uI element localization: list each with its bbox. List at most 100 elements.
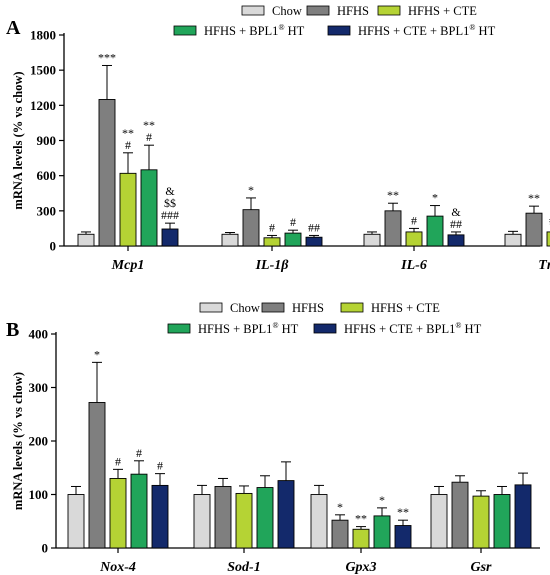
bar	[310, 494, 328, 549]
significance-label: **	[387, 188, 399, 202]
legend-swatch	[327, 25, 351, 36]
significance-label: **	[143, 118, 155, 132]
panel-a: A Chow HFHS HFHS + CTE HFHS + BPL1® HT HFHS +…	[6, 4, 550, 273]
x-tick-label: Nox-4	[99, 560, 136, 575]
significance-label: #	[157, 459, 163, 473]
bar	[67, 494, 85, 549]
bar	[426, 215, 444, 247]
y-tick-label: 900	[37, 133, 57, 148]
y-tick-label: 1800	[30, 28, 56, 43]
bar	[447, 234, 465, 247]
bar	[263, 237, 281, 247]
significance-label: ###	[161, 208, 179, 222]
significance-label: *	[337, 500, 343, 514]
bar	[405, 231, 423, 247]
bar	[373, 515, 391, 549]
legend-label: Chow	[272, 4, 302, 18]
significance-label: #	[146, 130, 152, 144]
significance-label: #	[136, 446, 142, 460]
bar	[193, 494, 211, 549]
significance-label: #	[411, 213, 417, 227]
bar	[161, 228, 179, 247]
x-tick-label: Gsr	[470, 560, 492, 575]
legend-swatch	[377, 5, 401, 16]
y-tick-label: 1500	[30, 63, 56, 78]
legend-label: HFHS + BPL1® HT	[198, 321, 299, 336]
significance-label: #	[115, 454, 121, 468]
bar	[284, 232, 302, 247]
significance-label: *	[248, 183, 254, 197]
significance-label: ##	[308, 220, 320, 234]
significance-label: *	[94, 347, 100, 361]
significance-label: #	[125, 138, 131, 152]
bar	[277, 480, 295, 549]
y-tick-label: 1200	[30, 98, 56, 113]
legend-swatch	[241, 5, 265, 16]
panel-label: B	[6, 319, 19, 341]
bar	[140, 169, 158, 247]
significance-label: #	[290, 215, 296, 229]
legend-swatch	[340, 302, 364, 313]
significance-label: &	[165, 184, 175, 198]
bar	[451, 481, 469, 549]
panel-label: A	[6, 17, 21, 39]
legend-label: Chow	[230, 301, 260, 315]
panel-b: B Chow HFHS HFHS + CTE HFHS + BPL1® HT HFHS +…	[6, 301, 540, 575]
bar	[394, 525, 412, 549]
legend-label: HFHS + BPL1® HT	[204, 23, 305, 38]
bar	[77, 233, 95, 247]
y-tick-label: 100	[29, 487, 49, 502]
bar	[363, 233, 381, 247]
y-tick-label: 600	[37, 168, 57, 183]
x-tick-label: Gpx3	[345, 560, 376, 575]
bar	[130, 473, 148, 549]
bar	[305, 236, 323, 247]
y-tick-label: 0	[50, 239, 57, 254]
y-tick-label: 200	[29, 434, 49, 449]
significance-label: **	[528, 191, 540, 205]
significance-label: &	[451, 205, 461, 219]
legend-swatch	[173, 25, 197, 36]
x-tick-label: IL-6	[400, 258, 427, 273]
legend-label: HFHS + CTE + BPL1® HT	[358, 23, 496, 38]
y-tick-label: 400	[29, 327, 49, 342]
y-axis-title: mRNA levels (% vs chow)	[11, 71, 25, 209]
significance-label: *	[379, 493, 385, 507]
significance-label: #	[269, 220, 275, 234]
significance-label: ***	[98, 50, 116, 64]
bar	[119, 172, 137, 247]
legend-label: HFHS	[292, 301, 324, 315]
x-tick-label: Tnf-α	[538, 258, 550, 273]
bar	[242, 209, 260, 247]
bar	[504, 233, 522, 247]
legend-label: HFHS + CTE + BPL1® HT	[344, 321, 482, 336]
legend-swatch	[313, 323, 337, 334]
legend-label: HFHS	[337, 4, 369, 18]
significance-label: **	[355, 512, 367, 526]
significance-label: **	[122, 126, 134, 140]
x-tick-label: Mcp1	[111, 258, 145, 273]
significance-label: *	[432, 191, 438, 205]
bar	[151, 484, 169, 549]
significance-label: $$	[164, 196, 176, 210]
legend-swatch	[199, 302, 223, 313]
legend-swatch	[261, 302, 285, 313]
bar	[525, 212, 543, 247]
bar	[235, 492, 253, 549]
bar	[221, 233, 239, 247]
legend-label: HFHS + CTE	[408, 4, 477, 18]
bar	[214, 486, 232, 549]
bar	[493, 494, 511, 549]
bar	[430, 494, 448, 549]
bar	[109, 478, 127, 549]
x-tick-label: Sod-1	[227, 560, 260, 575]
y-tick-label: 300	[29, 380, 49, 395]
bar	[546, 231, 550, 247]
y-tick-label: 0	[42, 541, 49, 556]
legend-swatch	[167, 323, 191, 334]
bar	[256, 487, 274, 549]
x-tick-label: IL-1β	[255, 258, 290, 273]
legend-label: HFHS + CTE	[371, 301, 440, 315]
y-tick-label: 300	[37, 203, 57, 218]
